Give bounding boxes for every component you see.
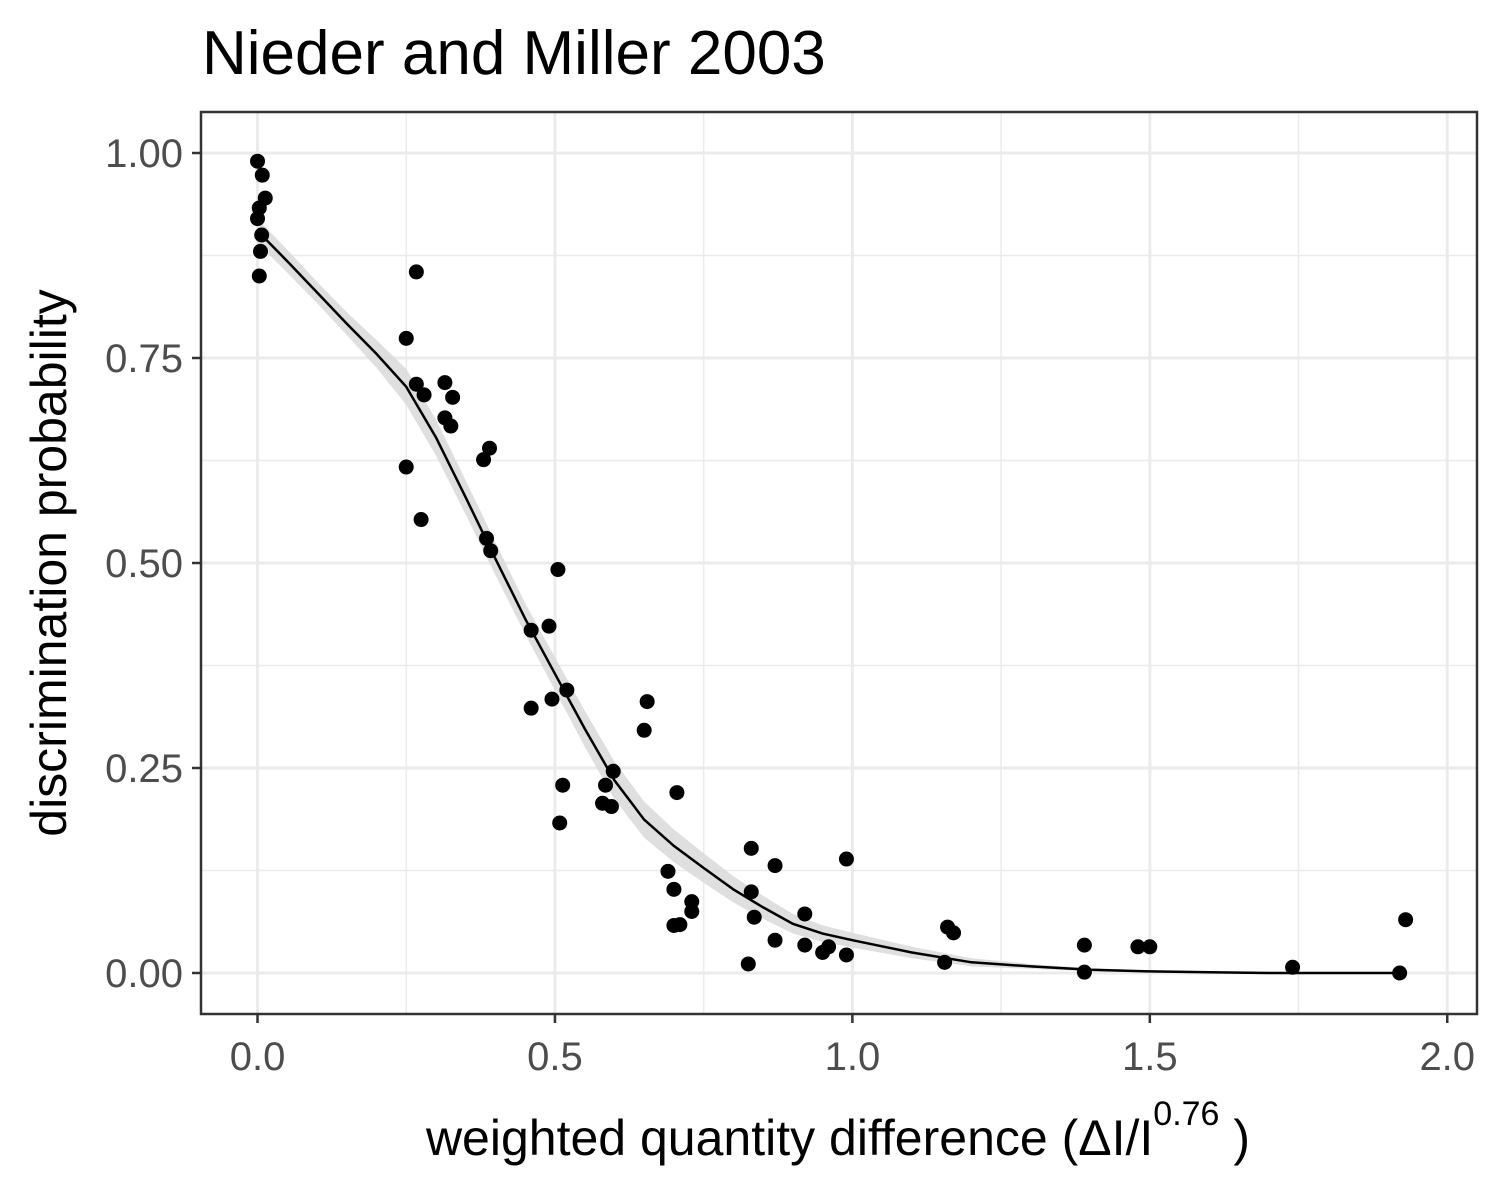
x-axis-title-superscript: 0.76 (1153, 1095, 1219, 1133)
y-tick-label: 0.75 (105, 337, 183, 381)
data-point (443, 418, 459, 434)
data-point (639, 694, 655, 710)
data-point (1076, 964, 1092, 980)
data-point (684, 904, 700, 919)
data-point (254, 227, 270, 243)
plot-panel (199, 110, 1479, 1016)
data-point (482, 440, 498, 456)
data-point (767, 932, 783, 948)
data-point (669, 785, 685, 801)
data-point (1398, 912, 1414, 928)
data-point (416, 387, 432, 403)
data-point (483, 543, 499, 559)
data-point (598, 777, 614, 793)
x-tick-label: 1.5 (1122, 1035, 1178, 1079)
chart-title: Nieder and Miller 2003 (202, 19, 826, 88)
data-point (398, 330, 414, 346)
y-tick-label: 0.00 (105, 952, 183, 996)
data-point (552, 815, 568, 831)
data-point (445, 389, 461, 405)
data-point (250, 153, 266, 169)
data-point (946, 925, 962, 941)
x-axis-title-main: weighted quantity difference (ΔI/I (425, 1110, 1153, 1166)
data-point (541, 618, 557, 634)
data-point (523, 622, 539, 638)
data-point (838, 851, 854, 867)
x-tick-label: 1.0 (825, 1035, 881, 1079)
data-point (797, 937, 813, 953)
data-point (476, 452, 492, 468)
data-point (550, 562, 566, 578)
data-point (740, 956, 756, 972)
x-tick-label: 2.0 (1419, 1035, 1475, 1079)
y-tick-label: 0.25 (105, 747, 183, 791)
data-point (636, 722, 652, 738)
data-point (1130, 939, 1146, 955)
data-point (746, 909, 762, 925)
data-point (1142, 939, 1158, 955)
data-point (743, 840, 759, 856)
data-point (605, 763, 621, 779)
y-axis-ticks: 0.00 0.25 0.50 0.75 1.00 (105, 132, 201, 996)
x-axis-ticks: 0.0 0.5 1.0 1.5 2.0 (230, 1014, 1475, 1079)
data-point (413, 512, 429, 528)
data-point (821, 939, 837, 955)
data-point (254, 167, 270, 183)
data-point (743, 884, 759, 900)
data-point (437, 375, 453, 391)
data-point (603, 799, 619, 815)
data-point (408, 264, 424, 280)
data-points (250, 153, 1414, 981)
data-point (1392, 965, 1408, 981)
data-point (544, 691, 560, 707)
data-point (767, 858, 783, 874)
data-point (937, 954, 953, 970)
data-point (797, 906, 813, 922)
data-point (559, 682, 575, 698)
data-point (523, 700, 539, 716)
y-tick-label: 1.00 (105, 132, 183, 176)
data-point (1285, 959, 1301, 975)
y-axis-title: discrimination probability (21, 289, 77, 836)
data-point (672, 917, 688, 933)
x-axis-title-suffix: ) (1219, 1110, 1250, 1166)
data-point (252, 243, 268, 259)
data-point (479, 530, 495, 546)
y-tick-label: 0.50 (105, 542, 183, 586)
data-point (1076, 937, 1092, 953)
fit-line (256, 230, 1400, 975)
data-point (398, 459, 414, 475)
x-tick-label: 0.0 (230, 1035, 286, 1079)
data-point (555, 777, 571, 793)
data-point (251, 268, 267, 284)
data-point (666, 881, 682, 897)
x-axis-title: weighted quantity difference (ΔI/I0.76 ) (425, 1095, 1250, 1166)
x-tick-label: 0.5 (527, 1035, 583, 1079)
data-point (838, 947, 854, 963)
data-point (250, 211, 266, 227)
data-point (660, 863, 676, 879)
data-point (408, 376, 424, 392)
